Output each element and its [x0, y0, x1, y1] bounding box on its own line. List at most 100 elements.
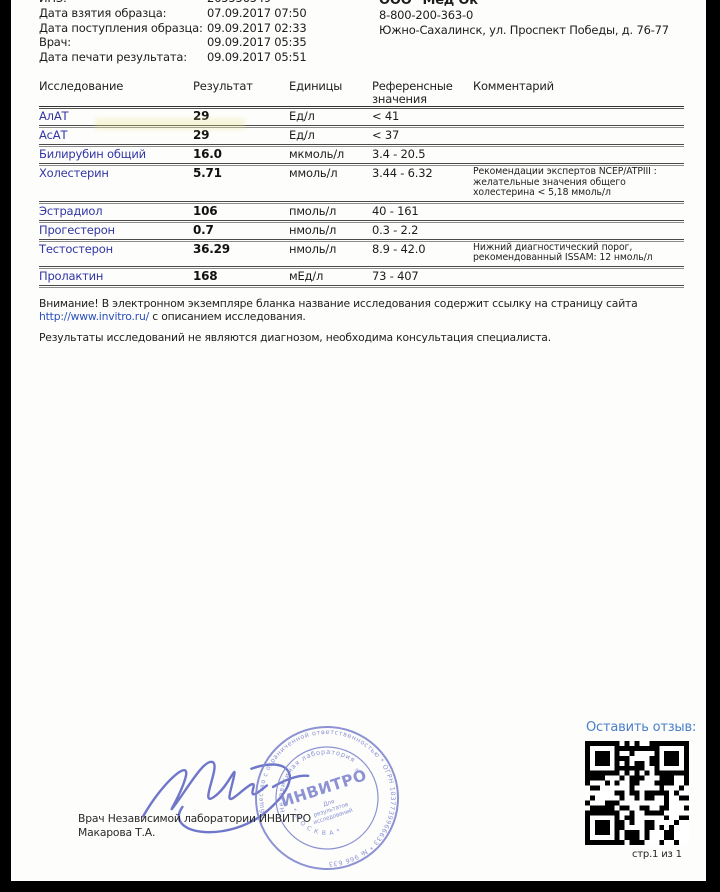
info-label: Врач:: [39, 35, 71, 50]
cell-ref: 3.44 - 6.32: [372, 166, 433, 180]
cell-result: 36.29: [193, 241, 230, 256]
column-header: Комментарий: [473, 79, 554, 93]
attention-text-suffix: с описанием исследования.: [149, 309, 306, 323]
cell-ref: 40 - 161: [372, 203, 419, 218]
cell-name: Тестостерон: [39, 241, 113, 256]
row-divider: [39, 144, 684, 147]
info-value: 09.09.2017 02:33: [207, 20, 307, 35]
cell-ref: < 37: [372, 128, 400, 142]
results-table-header: Исследование Результат Единицы Референсные …: [39, 80, 684, 105]
stamp-ring-text: Общество с ограниченной ответственностью…: [252, 723, 402, 873]
clinic-block: ООО "Мед Ок" 8-800-200-363-0 Южно-Сахали…: [379, 0, 669, 38]
cell-comment: Рекомендации экспертов NCEP/ATPIII : жел…: [473, 166, 657, 199]
cell-result: 0.7: [193, 222, 214, 237]
doctor-name: Макарова Т.А.: [78, 825, 156, 839]
header-info-row: Дата печати результата: 09.09.2017 05:51: [39, 50, 387, 65]
row-divider: [39, 284, 684, 288]
header-info-row: ИНЗ:265556549: [39, 0, 387, 6]
info-value: 07.09.2017 07:50: [207, 5, 307, 20]
table-row: Прогестерон 0.7 нмоль/л 0.3 - 2.2: [39, 223, 684, 238]
cell-result: 5.71: [193, 166, 222, 180]
scan-border-bottom: [0, 881, 720, 892]
row-divider: [39, 219, 684, 223]
attention-text-prefix: Внимание! В электронном экземпляре бланк…: [39, 296, 638, 310]
table-row: Холестерин 5.71 ммоль/л 3.44 - 6.32 Рекоменд…: [39, 166, 684, 200]
results-section: Исследование Результат Единицы Референсные …: [39, 80, 684, 352]
cell-units: Ед/л: [289, 109, 315, 123]
stamp-center-line: Для: [323, 799, 335, 808]
cell-result: 168: [193, 268, 218, 283]
table-row: Пролактин 168 мЕд/л 73 - 407: [39, 269, 684, 284]
cell-name: АсАТ: [39, 128, 68, 142]
qr-code: [585, 741, 689, 845]
column-header: Исследование: [39, 79, 124, 93]
cell-units: пмоль/л: [289, 203, 337, 218]
row-divider: [39, 265, 684, 269]
scan-artifact: [95, 118, 245, 130]
table-row: Эстрадиол 106 пмоль/л 40 - 161: [39, 204, 684, 219]
report-header: ИНЗ:265556549Дата взятия образца:07.09.2…: [0, 0, 706, 72]
cell-units: нмоль/л: [289, 222, 337, 237]
header-info-rows: ИНЗ:265556549Дата взятия образца:07.09.2…: [39, 0, 387, 65]
stamp-reg-mark: ®: [354, 767, 361, 775]
footnotes: Внимание! В электронном экземпляре бланк…: [39, 297, 682, 344]
info-value: 09.09.2017 05:35: [207, 35, 307, 50]
lab-stamp: Общество с ограниченной ответственностью…: [252, 723, 402, 873]
clinic-address: Южно-Сахалинск, ул. Проспект Победы, д. …: [379, 22, 669, 37]
clinic-name: ООО "Мед Ок": [379, 0, 485, 8]
table-row: Билирубин общий 16.0 мкмоль/л 3.4 - 20.5: [39, 147, 684, 162]
row-divider: [39, 200, 684, 204]
header-divider: [39, 106, 684, 109]
page-number: стр.1 из 1: [632, 849, 682, 860]
info-value: 265556549: [207, 0, 387, 6]
cell-ref: < 41: [372, 109, 400, 123]
row-divider: [39, 125, 684, 128]
svg-text:Общество с ограниченной ответс: Общество с ограниченной ответственностью…: [252, 723, 402, 873]
cell-comment: Нижний диагностический порог, рекомендов…: [473, 241, 653, 264]
info-label: Дата печати результата:: [39, 50, 187, 65]
invitro-link[interactable]: http://www.invitro.ru/: [39, 309, 150, 323]
info-label: ИНЗ:: [39, 0, 207, 6]
disclaimer-note: Результаты исследований не являются диаг…: [39, 330, 551, 344]
feedback-label: Оставить отзыв:: [586, 720, 697, 735]
table-row: АлАТ 29 Ед/л < 41: [39, 109, 684, 124]
doctor-block: Врач Независимой лаборатории ИНВИТРО Мак…: [78, 812, 311, 839]
scan-border-right: [706, 0, 720, 892]
cell-units: Ед/л: [289, 128, 315, 142]
cell-name: Прогестерон: [39, 222, 115, 237]
column-header: Результат: [193, 79, 253, 93]
cell-name: АлАТ: [39, 109, 69, 123]
cell-result: 16.0: [193, 147, 222, 161]
cell-result: 29: [193, 109, 210, 123]
cell-ref: 0.3 - 2.2: [372, 222, 419, 237]
column-header: Референсные значения: [372, 79, 453, 106]
cell-ref: 73 - 407: [372, 268, 419, 283]
table-row: Тестостерон 36.29 нмоль/л 8.9 - 42.0 Нижний …: [39, 242, 684, 265]
cell-result: 29: [193, 128, 210, 142]
cell-name: Эстрадиол: [39, 203, 103, 218]
results-table-body: АлАТ 29 Ед/л < 41 АсАТ 29 Ед/л < 37 Билирубин об…: [39, 109, 684, 288]
cell-ref: 8.9 - 42.0: [372, 241, 426, 256]
cell-units: ммоль/л: [289, 166, 338, 180]
info-label: Дата поступления образца:: [39, 20, 203, 35]
column-header: Единицы: [289, 79, 343, 93]
header-info-row: Дата поступления образца: 09.09.2017 02:3…: [39, 21, 387, 36]
cell-name: Холестерин: [39, 166, 109, 180]
attention-note: Внимание! В электронном экземпляре бланк…: [39, 297, 682, 323]
clinic-phone: 8-800-200-363-0: [379, 8, 474, 22]
cell-name: Билирубин общий: [39, 147, 146, 161]
row-divider: [39, 163, 684, 166]
info-value: 09.09.2017 05:51: [207, 50, 307, 65]
cell-ref: 3.4 - 20.5: [372, 147, 426, 161]
row-divider: [39, 238, 684, 242]
doctor-signature: [141, 760, 310, 834]
cell-name: Пролактин: [39, 268, 104, 283]
doctor-title: Врач Независимой лаборатории ИНВИТРО: [78, 812, 311, 825]
table-row: АсАТ 29 Ед/л < 37: [39, 128, 684, 143]
cell-units: мкмоль/л: [289, 147, 345, 161]
header-info-row: Дата взятия образца: 07.09.2017 07:50: [39, 6, 387, 21]
header-info-row: Врач: 09.09.2017 05:35: [39, 35, 387, 50]
cell-result: 106: [193, 203, 218, 218]
info-label: Дата взятия образца:: [39, 5, 167, 20]
